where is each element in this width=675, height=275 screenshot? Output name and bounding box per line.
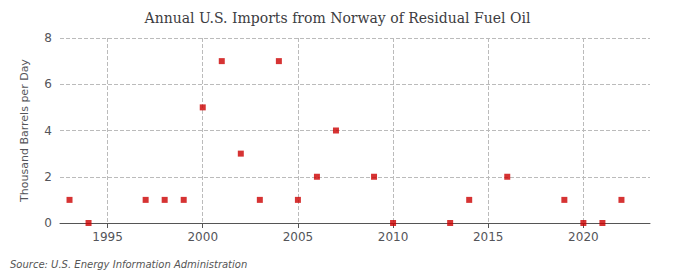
svg-text:Annual U.S. Imports from Norwa: Annual U.S. Imports from Norway of Resid… <box>144 10 531 26</box>
svg-text:2000: 2000 <box>187 230 218 244</box>
svg-text:2005: 2005 <box>283 230 314 244</box>
svg-text:4: 4 <box>44 124 52 138</box>
svg-text:Thousand Barrels per Day: Thousand Barrels per Day <box>18 59 31 203</box>
svg-text:2: 2 <box>44 170 52 184</box>
svg-text:2020: 2020 <box>568 230 599 244</box>
svg-text:0: 0 <box>44 216 52 230</box>
svg-text:8: 8 <box>44 31 52 45</box>
svg-text:2015: 2015 <box>473 230 504 244</box>
svg-text:Source: U.S. Energy Informatio: Source: U.S. Energy Information Administ… <box>10 259 247 270</box>
svg-text:1995: 1995 <box>92 230 123 244</box>
svg-text:6: 6 <box>44 77 52 91</box>
svg-text:2010: 2010 <box>378 230 409 244</box>
